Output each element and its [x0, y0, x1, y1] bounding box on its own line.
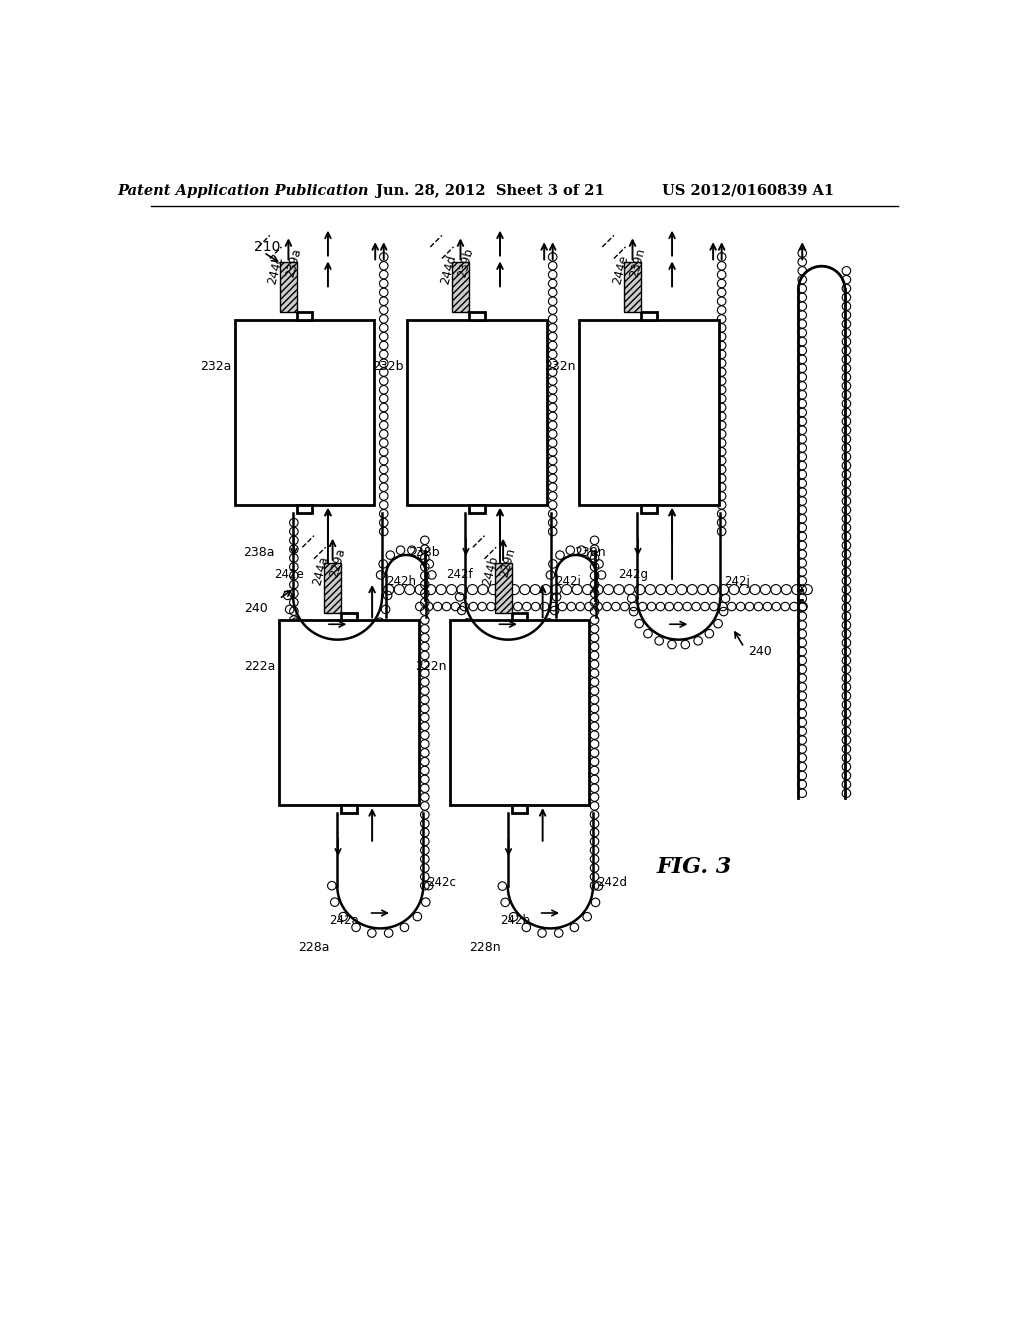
Text: 232a: 232a [200, 360, 231, 372]
Bar [469, 506, 484, 512]
Bar [495, 562, 512, 612]
Text: 229a: 229a [328, 546, 347, 578]
Bar [341, 612, 356, 620]
Bar [512, 805, 527, 813]
Text: 210: 210 [254, 240, 281, 253]
Bar [512, 612, 527, 620]
Text: FIG. 3: FIG. 3 [656, 855, 731, 878]
Text: US 2012/0160839 A1: US 2012/0160839 A1 [662, 183, 835, 198]
Bar [579, 321, 719, 506]
Text: 242a: 242a [330, 915, 359, 927]
Text: 228a: 228a [299, 941, 330, 954]
Text: 242j: 242j [724, 576, 750, 589]
Text: 239a: 239a [283, 247, 303, 279]
Bar [324, 562, 341, 612]
Text: 242b: 242b [500, 915, 530, 927]
Bar [280, 263, 297, 313]
Text: 242f: 242f [445, 568, 472, 581]
Text: 240: 240 [748, 644, 772, 657]
Text: 242g: 242g [617, 568, 648, 581]
Text: 242d: 242d [597, 875, 627, 888]
Text: 222n: 222n [415, 660, 446, 673]
Text: 238b: 238b [409, 546, 440, 560]
Bar [641, 506, 656, 512]
Text: 239n: 239n [627, 247, 647, 279]
Text: 242e: 242e [273, 568, 303, 581]
Bar [297, 313, 312, 321]
Text: 222a: 222a [245, 660, 275, 673]
Text: 238n: 238n [574, 546, 606, 560]
Text: 244d: 244d [438, 253, 459, 286]
Text: 238a: 238a [243, 546, 274, 560]
Text: 242c: 242c [427, 875, 456, 888]
Bar [452, 263, 469, 313]
Text: 239b: 239b [455, 247, 475, 279]
Text: 228n: 228n [469, 941, 501, 954]
Bar [341, 805, 356, 813]
Text: 244e: 244e [610, 253, 631, 286]
Bar [407, 321, 547, 506]
Text: Jun. 28, 2012  Sheet 3 of 21: Jun. 28, 2012 Sheet 3 of 21 [377, 183, 605, 198]
Text: 240: 240 [245, 602, 268, 615]
Bar [280, 620, 419, 805]
Text: 232n: 232n [544, 360, 575, 372]
Bar [450, 620, 589, 805]
Bar [641, 313, 656, 321]
Text: 229n: 229n [498, 546, 518, 579]
Text: 242h: 242h [386, 576, 416, 589]
Text: Patent Application Publication: Patent Application Publication [117, 183, 369, 198]
Bar [297, 506, 312, 512]
Text: 244a: 244a [310, 554, 331, 586]
Bar [624, 263, 641, 313]
Text: 242i: 242i [555, 576, 581, 589]
Text: 244c: 244c [266, 255, 286, 285]
Bar [234, 321, 375, 506]
Bar [469, 313, 484, 321]
Text: 232b: 232b [372, 360, 403, 372]
Text: 244b: 244b [480, 554, 501, 586]
